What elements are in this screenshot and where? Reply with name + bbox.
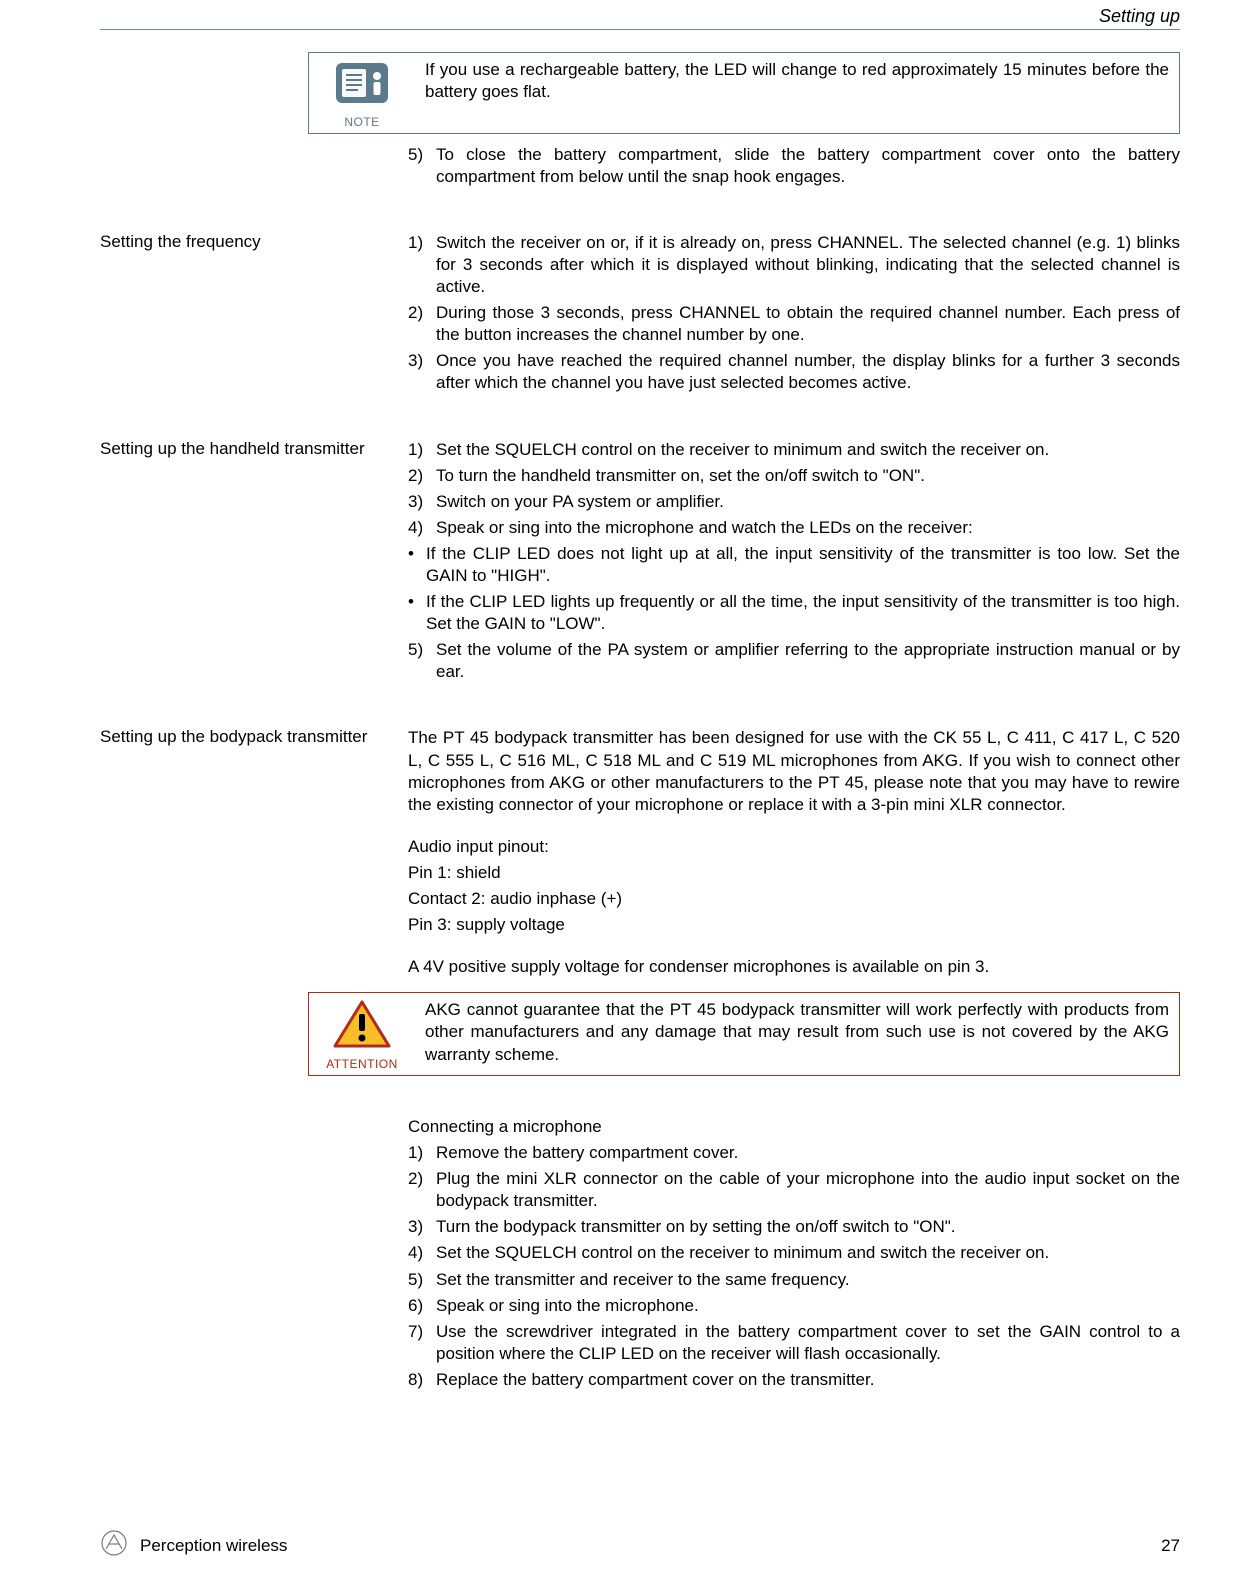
list-item: 3)Once you have reached the required cha…	[408, 350, 1180, 394]
list-item: 2)During those 3 seconds, press CHANNEL …	[408, 302, 1180, 346]
page-number: 27	[1161, 1536, 1180, 1556]
attention-text: AKG cannot guarantee that the PT 45 body…	[415, 993, 1179, 1075]
list-item: 5)Set the volume of the PA system or amp…	[408, 639, 1180, 683]
logo-icon	[100, 1529, 128, 1562]
list-item: 1)Switch the receiver on or, if it is al…	[408, 232, 1180, 298]
note-box: NOTE If you use a rechargeable battery, …	[308, 52, 1180, 134]
list-item: 5) To close the battery compartment, sli…	[408, 144, 1180, 188]
list-item: 1)Set the SQUELCH control on the receive…	[408, 439, 1180, 461]
pinout-title: Audio input pinout:	[408, 836, 1180, 858]
pinout-line: Pin 1: shield	[408, 862, 1180, 884]
body-paragraph: A 4V positive supply voltage for condens…	[408, 956, 1180, 978]
note-icon	[334, 59, 390, 113]
frequency-list: 1)Switch the receiver on or, if it is al…	[408, 232, 1180, 395]
list-number: 5)	[408, 144, 436, 188]
subsection-heading: Setting up the handheld transmitter	[100, 439, 408, 459]
list-text: To close the battery compartment, slide …	[436, 144, 1180, 188]
section-title: Setting up	[100, 6, 1180, 27]
handheld-list: 1)Set the SQUELCH control on the receive…	[408, 439, 1180, 539]
list-item: 3)Switch on your PA system or amplifier.	[408, 491, 1180, 513]
list-item: 1)Remove the battery compartment cover.	[408, 1142, 1180, 1164]
page-header: Setting up	[100, 0, 1180, 30]
note-caption: NOTE	[344, 115, 379, 131]
attention-caption: ATTENTION	[326, 1057, 398, 1073]
list-item: 6)Speak or sing into the microphone.	[408, 1295, 1180, 1317]
note-text: If you use a rechargeable battery, the L…	[415, 53, 1179, 133]
handheld-bullets: •If the CLIP LED does not light up at al…	[408, 543, 1180, 635]
list-item: 8)Replace the battery compartment cover …	[408, 1369, 1180, 1391]
list-item: •If the CLIP LED does not light up at al…	[408, 543, 1180, 587]
pinout-line: Contact 2: audio inphase (+)	[408, 888, 1180, 910]
subsection-heading: Setting the frequency	[100, 232, 408, 252]
list-item: 4)Set the SQUELCH control on the receive…	[408, 1242, 1180, 1264]
list-item: 2)To turn the handheld transmitter on, s…	[408, 465, 1180, 487]
list-item: 3)Turn the bodypack transmitter on by se…	[408, 1216, 1180, 1238]
list-item: 2)Plug the mini XLR connector on the cab…	[408, 1168, 1180, 1212]
list-item: 5)Set the transmitter and receiver to th…	[408, 1269, 1180, 1291]
list-item: •If the CLIP LED lights up frequently or…	[408, 591, 1180, 635]
footer-product: Perception wireless	[140, 1536, 287, 1556]
list-item: 4)Speak or sing into the microphone and …	[408, 517, 1180, 539]
connect-mic-list: 1)Remove the battery compartment cover. …	[408, 1142, 1180, 1391]
pinout-line: Pin 3: supply voltage	[408, 914, 1180, 936]
subsection-heading: Setting up the bodypack transmitter	[100, 727, 408, 747]
list-item: 7)Use the screwdriver integrated in the …	[408, 1321, 1180, 1365]
page-footer: Perception wireless 27	[100, 1529, 1180, 1562]
subheading: Connecting a microphone	[408, 1116, 1180, 1138]
warning-icon	[332, 999, 392, 1055]
attention-box: ATTENTION AKG cannot guarantee that the …	[308, 992, 1180, 1076]
body-paragraph: The PT 45 bodypack transmitter has been …	[408, 727, 1180, 815]
handheld-list-2: 5)Set the volume of the PA system or amp…	[408, 639, 1180, 683]
